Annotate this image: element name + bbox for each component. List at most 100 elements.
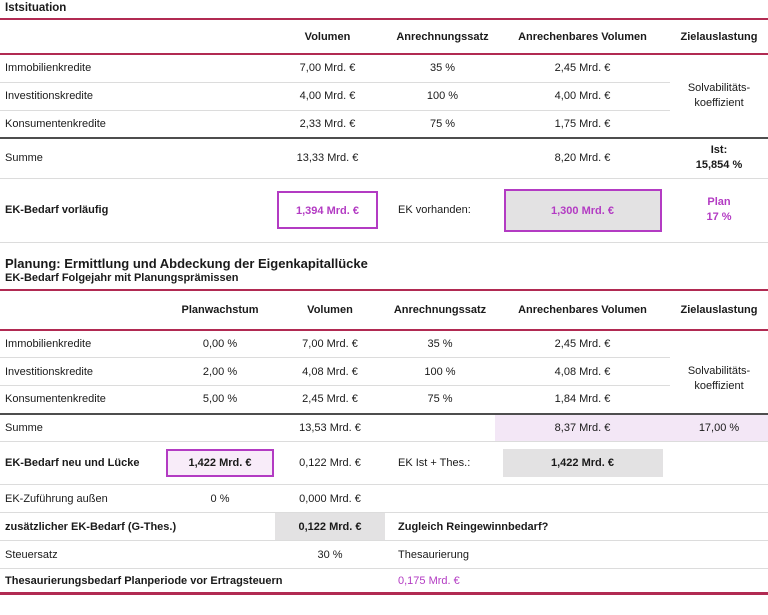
empty-cell: [165, 540, 275, 569]
table1-header-zielauslastung: Zielauslastung: [670, 18, 768, 55]
planung-table: Planwachstum Volumen Anrechnungssatz Anr…: [0, 288, 768, 595]
steuersatz-row: Steuersatz 30 % Thesaurierung: [0, 540, 768, 569]
empty-cell: [385, 484, 768, 513]
plan-auslastung: Plan 17 %: [670, 178, 768, 243]
steuersatz-value: 30 %: [275, 540, 385, 569]
cell-planwachstum: 0,00 %: [165, 329, 275, 358]
cell-volumen: 7,00 Mrd. €: [275, 329, 385, 358]
cell-anrechnungssatz: 100 %: [385, 357, 495, 386]
cell-volumen: 2,33 Mrd. €: [265, 110, 390, 139]
reingewinnbedarf-question: Zugleich Reingewinnbedarf?: [385, 512, 768, 541]
cell-volumen: 0,000 Mrd. €: [275, 484, 385, 513]
ek-vorhanden-label: EK vorhanden:: [390, 178, 495, 243]
cell-anrechenbares-volumen: 4,00 Mrd. €: [495, 82, 670, 111]
ek-luecke-cell: 1,422 Mrd. €: [165, 441, 275, 485]
summe-volumen: 13,53 Mrd. €: [275, 413, 385, 442]
ist-value: 15,854 %: [695, 159, 743, 172]
summe-zielauslastung: 17,00 %: [670, 413, 768, 442]
ek-zufuehrung-row: EK-Zuführung außen 0 % 0,000 Mrd. €: [0, 484, 768, 513]
summe-label: Summe: [0, 413, 165, 442]
section-gap: [0, 243, 768, 256]
cell-anrechnungssatz: 75 %: [390, 110, 495, 139]
ek-bedarf-neu-row: EK-Bedarf neu und Lücke 1,422 Mrd. € 0,1…: [0, 441, 768, 485]
financial-planning-sheet: Istsituation Volumen Anrechnungssatz Anr…: [0, 2, 768, 595]
cell-volumen: 2,45 Mrd. €: [275, 385, 385, 415]
table-row: Konsumentenkredite 2,33 Mrd. € 75 % 1,75…: [0, 110, 768, 139]
table2-header-planwachstum: Planwachstum: [165, 288, 275, 331]
zielauslastung-span-cell: Solvabilitäts- koeffizient: [670, 54, 768, 139]
cell-planwachstum: 0 %: [165, 484, 275, 513]
table2-header-anrechnungssatz: Anrechnungssatz: [385, 288, 495, 331]
table1-header-row: Volumen Anrechnungssatz Anrechenbares Vo…: [0, 18, 768, 55]
ek-vorhanden-cell: 1,300 Mrd. €: [495, 178, 670, 243]
ek-luecke-field[interactable]: 1,422 Mrd. €: [166, 449, 274, 477]
table2-header-anrechenbares-volumen: Anrechenbares Volumen: [495, 288, 670, 331]
steuersatz-label: Steuersatz: [0, 540, 165, 569]
table1-header-anrechenbares-volumen: Anrechenbares Volumen: [495, 18, 670, 55]
cell-anrechenbares-volumen: 1,84 Mrd. €: [495, 385, 670, 415]
zusaetzlicher-ek-bedarf-label: zusätzlicher EK-Bedarf (G-Thes.): [0, 512, 275, 541]
row-label: Investitionskredite: [0, 82, 265, 111]
solvabilitaet-line2: koeffizient: [694, 97, 744, 109]
table-row: Immobilienkredite 7,00 Mrd. € 35 % 2,45 …: [0, 54, 768, 139]
summe-volumen: 13,33 Mrd. €: [265, 138, 390, 179]
summe-anrechenbares-volumen: 8,37 Mrd. €: [495, 413, 670, 442]
row-label: Immobilienkredite: [0, 54, 265, 83]
cell-planwachstum: 2,00 %: [165, 357, 275, 386]
ek-ist-thes-cell: 1,422 Mrd. €: [495, 441, 670, 485]
table2-header-empty: [0, 288, 165, 331]
thesaurierung-label: Thesaurierung: [385, 540, 768, 569]
cell-anrechenbares-volumen: 4,08 Mrd. €: [495, 357, 670, 386]
summe-row: Summe 13,33 Mrd. € 8,20 Mrd. € Ist: 15,8…: [0, 138, 768, 179]
row-label: Konsumentenkredite: [0, 110, 265, 139]
ek-bedarf-vorlaeufig-row: EK-Bedarf vorläufig 1,394 Mrd. € EK vorh…: [0, 178, 768, 243]
thesaurierungsbedarf-row: Thesaurierungsbedarf Planperiode vor Ert…: [0, 568, 768, 595]
thesaurierungsbedarf-value: 0,175 Mrd. €: [385, 568, 768, 595]
cell-anrechnungssatz: 100 %: [390, 82, 495, 111]
cell-volumen: 4,00 Mrd. €: [265, 82, 390, 111]
empty-cell: [390, 138, 495, 179]
ist-auslastung: Ist: 15,854 %: [670, 138, 768, 179]
cell-planwachstum: 5,00 %: [165, 385, 275, 415]
solvabilitaet-line1: Solvabilitäts-: [687, 364, 751, 377]
cell-anrechnungssatz: 35 %: [385, 329, 495, 358]
table1-header-anrechnungssatz: Anrechnungssatz: [390, 18, 495, 55]
empty-cell: [385, 413, 495, 442]
zusaetzlicher-ek-bedarf-value: 0,122 Mrd. €: [275, 512, 385, 541]
table2-header-volumen: Volumen: [275, 288, 385, 331]
section2-title: Planung: Ermittlung und Abdeckung der Ei…: [5, 255, 368, 271]
section2-subtitle: EK-Bedarf Folgejahr mit Planungsprämisse…: [5, 271, 239, 284]
ek-zufuehrung-label: EK-Zuführung außen: [0, 484, 165, 513]
istsituation-table: Volumen Anrechnungssatz Anrechenbares Vo…: [0, 18, 768, 243]
table1-header-volumen: Volumen: [265, 18, 390, 55]
row-label: Konsumentenkredite: [0, 385, 165, 415]
table2-header-zielauslastung: Zielauslastung: [670, 288, 768, 331]
cell-anrechenbares-volumen: 1,75 Mrd. €: [495, 110, 670, 139]
section1-title: Istsituation: [5, 2, 67, 14]
table-row: Immobilienkredite 0,00 % 7,00 Mrd. € 35 …: [0, 329, 768, 415]
ek-bedarf-vorlaeufig-label: EK-Bedarf vorläufig: [0, 178, 265, 243]
table1-header-empty: [0, 18, 265, 55]
thesaurierungsbedarf-label: Thesaurierungsbedarf Planperiode vor Ert…: [0, 568, 385, 595]
ek-bedarf-cell: 1,394 Mrd. €: [265, 178, 390, 243]
row-label: Investitionskredite: [0, 357, 165, 386]
cell-volumen: 4,08 Mrd. €: [275, 357, 385, 386]
cell-volumen: 0,122 Mrd. €: [275, 441, 385, 485]
zielauslastung-span-cell: Solvabilitäts- koeffizient: [670, 329, 768, 415]
empty-cell: [165, 413, 275, 442]
cell-anrechenbares-volumen: 2,45 Mrd. €: [495, 54, 670, 83]
cell-anrechenbares-volumen: 2,45 Mrd. €: [495, 329, 670, 358]
cell-volumen: 7,00 Mrd. €: [265, 54, 390, 83]
empty-cell: [670, 441, 768, 485]
ek-ist-thes-label: EK Ist + Thes.:: [385, 441, 495, 485]
ek-ist-thes-value: 1,422 Mrd. €: [502, 449, 663, 477]
zusaetzlicher-ek-bedarf-row: zusätzlicher EK-Bedarf (G-Thes.) 0,122 M…: [0, 512, 768, 541]
plan-value: 17 %: [706, 211, 732, 223]
solvabilitaet-line2: koeffizient: [694, 379, 744, 392]
plan-label: Plan: [707, 195, 731, 208]
cell-anrechnungssatz: 35 %: [390, 54, 495, 83]
ek-vorhanden-field[interactable]: 1,300 Mrd. €: [503, 188, 662, 232]
ek-bedarf-vorlaeufig-field[interactable]: 1,394 Mrd. €: [277, 191, 378, 229]
summe-label: Summe: [0, 138, 265, 179]
ek-bedarf-neu-label: EK-Bedarf neu und Lücke: [0, 441, 165, 485]
